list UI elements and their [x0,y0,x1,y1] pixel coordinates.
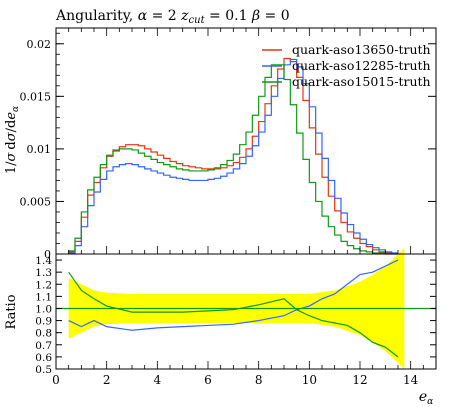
title-beta-symbol: β [251,8,260,24]
title-z: z [180,8,189,24]
x-tick-label: 8 [255,373,263,387]
title-beta-value: = 0 [260,8,290,24]
x-tick-label: 0 [52,373,60,387]
legend-label-1: quark-aso13650-truth [292,42,431,57]
ratio-y-tick-label: 1.2 [35,279,52,291]
x-axis-label: eα [419,389,433,407]
ratio-y-tick-label: 1.4 [35,255,52,267]
ylabel-sigma-1: σ [4,151,19,161]
main-y-tick-label: 0.02 [27,38,52,51]
series-line-1 [68,57,398,254]
x-tick-label: 6 [204,373,212,387]
x-axis: 0 2 4 6 8 10 12 14 [52,28,437,387]
ylabel-slash-2: / [4,127,19,132]
x-tick-label: 14 [403,373,419,387]
main-y-axis-label: 1/σdσ/deα [4,106,21,174]
ratio-y-axis-label: Ratio [4,294,19,329]
xlabel-alpha-subscript: α [427,397,433,407]
ratio-y-tick-label: 0.6 [35,352,52,364]
ylabel-d-1: d [4,141,19,149]
ratio-series-line-2 [68,271,399,358]
ratio-y-axis: 0.50.60.70.80.91.01.11.21.31.4 [35,255,436,376]
legend: quark-aso13650-truthquark-aso12285-truth… [262,42,431,89]
x-tick-label: 12 [352,373,367,387]
ylabel-one: 1 [4,166,19,174]
series-line-3 [68,64,398,255]
x-tick-label: 10 [302,373,317,387]
main-y-axis: 0 0.005 0.01 0.015 0.02 [20,32,436,261]
title-zcut-value: = 0.1 [205,8,252,24]
series-line-2 [68,58,398,254]
title-cut-subscript: cut [189,15,206,26]
ratio-y-tick-label: 0.9 [35,316,52,328]
xlabel-e: e [419,389,427,405]
x-tick-label: 4 [154,373,162,387]
ratio-y-tick-label: 1.1 [35,291,52,303]
chart-title: Angularity, α = 2 zcut = 0.1 β = 0 [55,8,290,26]
ratio-y-tick-label: 1.0 [35,303,52,315]
ylabel-e: e [4,112,19,120]
ratio-y-tick-label: 0.7 [35,340,52,352]
main-y-tick-label: 0.015 [20,90,52,103]
main-y-tick-label: 0.01 [27,143,52,156]
ylabel-d-2: d [4,120,19,128]
ratio-y-tick-label: 0.8 [35,328,52,340]
legend-label-2: quark-aso12285-truth [292,58,431,73]
title-alpha-symbol: α [138,8,148,24]
ratio-series-group [68,259,399,358]
ratio-y-tick-label: 1.3 [35,267,52,279]
main-y-tick-label: 0 [44,248,51,261]
ratio-series-line-1 [68,259,399,331]
x-tick-label: 2 [103,373,111,387]
main-series-group [68,57,398,255]
ylabel-alpha-subscript: α [11,106,21,112]
title-alpha-value: = 2 [147,8,181,24]
ylabel-sigma-2: σ [4,131,19,141]
ratio-y-tick-label: 0.5 [35,364,52,376]
ylabel-slash-1: / [4,161,19,166]
title-lead: Angularity, [55,8,138,24]
main-y-tick-label: 0.005 [20,195,52,208]
legend-label-3: quark-aso15015-truth [292,74,431,89]
ratio-panel: 0.50.60.70.80.91.01.11.21.31.4 0 2 4 6 8 10 12… [4,28,437,407]
